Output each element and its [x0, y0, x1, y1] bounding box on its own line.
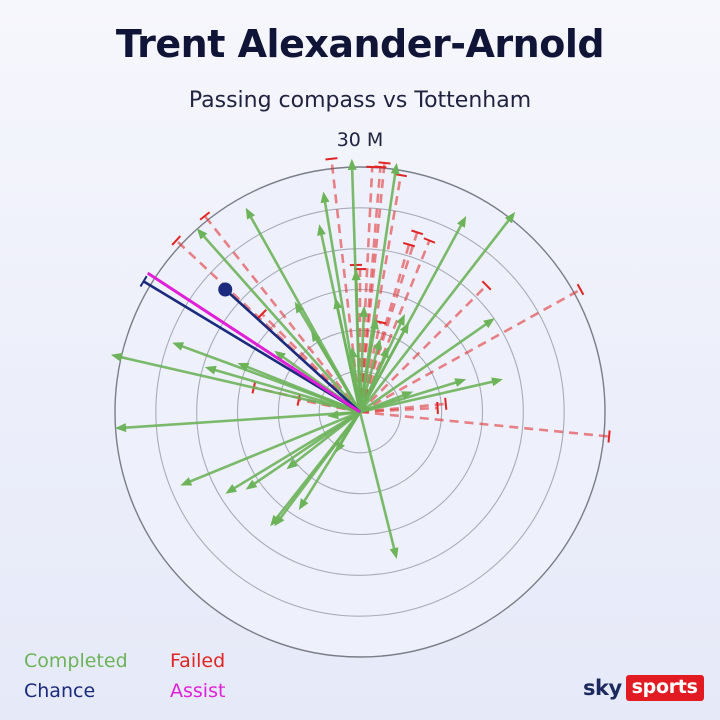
completed-pass-arrowhead: [348, 346, 358, 359]
completed-pass-line: [359, 392, 408, 414]
completed-pass-arrowhead: [504, 211, 516, 224]
failed-pass-endbar: [411, 229, 424, 236]
completed-pass-arrowhead: [335, 441, 345, 453]
completed-pass-arrowhead: [454, 378, 467, 387]
completed-pass-line: [358, 220, 465, 413]
failed-pass-endbar: [423, 237, 436, 244]
failed-pass-endbar: [444, 397, 448, 410]
chart-subtitle: Passing compass vs Tottenham: [188, 88, 532, 113]
failed-pass-line: [358, 166, 382, 413]
completed-pass-line: [312, 334, 362, 413]
legend-item-completed: Completed: [24, 650, 128, 672]
completed-pass-line: [319, 229, 362, 413]
failed-pass-endbar: [402, 241, 416, 248]
failed-pass-endbar: [325, 157, 338, 161]
completed-pass-arrowhead: [225, 484, 237, 494]
completed-pass-arrowhead: [347, 158, 357, 170]
chance-pass-dot: [218, 282, 233, 297]
failed-pass-line: [358, 166, 374, 413]
completed-pass-line: [249, 410, 361, 488]
completed-pass-arrowhead: [373, 338, 382, 351]
completed-pass-arrowhead: [396, 314, 405, 326]
completed-pass-arrowhead: [390, 162, 400, 175]
completed-pass-line: [358, 343, 381, 413]
completed-pass-arrowhead: [483, 318, 495, 329]
compass-ring: [155, 207, 565, 617]
completed-pass-arrowhead: [351, 269, 361, 281]
failed-pass-line: [203, 215, 362, 413]
sky-sports-logo: sky sports: [583, 672, 704, 704]
chance-pass-line: [142, 280, 361, 414]
completed-pass-arrowhead: [286, 458, 298, 470]
completed-pass-arrowhead: [401, 391, 414, 400]
completed-pass-line: [358, 411, 397, 554]
completed-pass-line: [358, 215, 513, 413]
assist-pass-line: [146, 271, 361, 414]
completed-pass-line: [120, 410, 361, 430]
completed-pass-arrowhead: [457, 216, 467, 228]
failed-pass-endbar: [436, 401, 439, 414]
completed-pass-line: [359, 379, 498, 414]
completed-pass-arrowhead: [317, 224, 326, 236]
completed-pass-arrowhead: [311, 330, 321, 343]
completed-pass-arrowhead: [115, 423, 127, 433]
completed-pass-line: [276, 411, 362, 523]
completed-pass-arrowhead: [245, 207, 255, 220]
completed-pass-line: [322, 197, 362, 413]
completed-pass-line: [199, 231, 361, 413]
completed-pass-arrowhead: [204, 365, 217, 375]
completed-pass-arrowhead: [270, 514, 281, 527]
completed-pass-arrowhead: [110, 352, 123, 362]
completed-pass-arrowhead: [327, 410, 339, 420]
failed-pass-endbar: [171, 235, 182, 246]
completed-pass-arrowhead: [370, 318, 379, 330]
failed-pass-line: [175, 239, 361, 413]
failed-pass-endbar: [394, 173, 407, 178]
completed-pass-line: [242, 364, 361, 414]
failed-pass-endbar: [257, 309, 267, 319]
completed-pass-arrowhead: [274, 350, 286, 361]
completed-pass-arrowhead: [172, 342, 184, 351]
logo-sky-text: sky: [583, 676, 622, 700]
failed-pass-line: [359, 410, 610, 438]
completed-pass-line: [116, 354, 361, 414]
legend-item-failed: Failed: [170, 650, 226, 672]
chance-pass-endbar: [139, 275, 148, 287]
failed-pass-endbar: [481, 280, 492, 291]
failed-pass-endbar: [576, 283, 585, 296]
failed-pass-endbar: [607, 430, 611, 443]
failed-pass-line: [359, 288, 582, 414]
completed-pass-arrowhead: [274, 514, 285, 527]
completed-pass-arrowhead: [491, 377, 503, 387]
chart-title: Trent Alexander-Arnold: [115, 22, 605, 66]
ring-scale-label: 30 M: [336, 129, 384, 151]
failed-pass-line: [358, 162, 386, 413]
failed-pass-line: [359, 406, 438, 414]
completed-pass-arrowhead: [298, 498, 309, 510]
completed-pass-arrowhead: [237, 362, 250, 372]
completed-pass-line: [210, 367, 361, 414]
completed-pass-arrowhead: [320, 191, 330, 204]
completed-pass-line: [354, 275, 362, 413]
completed-pass-arrowhead: [180, 477, 193, 486]
completed-pass-arrowhead: [359, 305, 369, 317]
completed-pass-line: [185, 410, 361, 485]
completed-pass-arrowhead: [389, 547, 399, 559]
completed-pass-line: [359, 320, 491, 414]
legend-item-assist: Assist: [170, 680, 226, 702]
completed-pass-arrowhead: [196, 228, 208, 240]
chance-pass-line: [224, 288, 361, 413]
failed-pass-endbar: [378, 161, 391, 165]
completed-pass-line: [358, 323, 377, 413]
compass-ring: [196, 248, 524, 576]
failed-pass-line: [330, 158, 362, 413]
completed-pass-arrowhead: [245, 479, 258, 490]
completed-pass-arrowhead: [294, 301, 305, 314]
failed-pass-line: [358, 174, 403, 413]
logo-sports-badge: sports: [625, 675, 704, 701]
failed-pass-endbar: [199, 211, 211, 221]
legend-item-chance: Chance: [24, 680, 96, 702]
